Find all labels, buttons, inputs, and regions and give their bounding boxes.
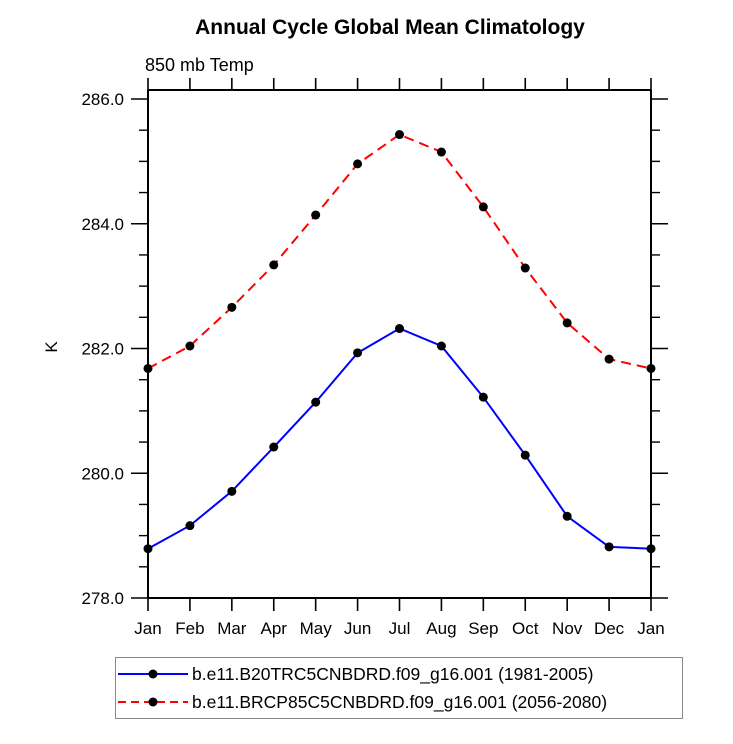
- legend-label-rcp85: b.e11.BRCP85C5CNBDRD.f09_g16.001 (2056-2…: [192, 691, 608, 712]
- x-tick-label: Feb: [175, 619, 204, 638]
- x-tick-label: Oct: [512, 619, 539, 638]
- data-point-marker: [562, 511, 572, 521]
- y-tick-label: 282.0: [81, 340, 124, 359]
- x-axis-tick-labels: Jan Feb Mar Apr May Jun Jul Aug Sep Oct Nov Dec Jan: [134, 619, 664, 638]
- legend-sample-dashed-line-icon: [118, 697, 188, 707]
- data-point-marker: [353, 159, 363, 169]
- data-point-marker: [353, 348, 363, 358]
- legend-row-historical: b.e11.B20TRC5CNBDRD.f09_g16.001 (1981-20…: [116, 661, 682, 687]
- chart-subtitle: 850 mb Temp: [145, 55, 254, 75]
- data-point-marker: [269, 442, 279, 452]
- data-point-marker: [269, 260, 279, 270]
- chart-title: Annual Cycle Global Mean Climatology: [195, 16, 585, 39]
- data-point-marker: [604, 354, 614, 364]
- data-point-marker: [185, 341, 195, 351]
- x-axis-ticks: [147, 78, 652, 611]
- data-point-marker: [227, 302, 237, 312]
- legend-row-rcp85: b.e11.BRCP85C5CNBDRD.f09_g16.001 (2056-2…: [116, 689, 682, 715]
- series-markers-0: [143, 324, 656, 554]
- data-point-marker: [646, 544, 656, 554]
- series-line-0: [147, 327, 652, 550]
- x-tick-label: Jul: [389, 619, 411, 638]
- data-point-marker: [562, 318, 572, 328]
- data-point-marker: [185, 521, 195, 531]
- x-tick-label: Nov: [552, 619, 583, 638]
- legend-marker-dot: [148, 697, 158, 707]
- y-tick-label: 280.0: [81, 464, 124, 483]
- data-point-marker: [478, 202, 488, 212]
- legend: b.e11.B20TRC5CNBDRD.f09_g16.001 (1981-20…: [115, 657, 683, 719]
- data-point-marker: [395, 324, 404, 334]
- legend-label-historical: b.e11.B20TRC5CNBDRD.f09_g16.001 (1981-20…: [192, 663, 594, 684]
- data-point-marker: [646, 363, 656, 373]
- data-point-marker: [604, 542, 614, 552]
- x-tick-label: Mar: [217, 619, 247, 638]
- x-tick-label: Aug: [426, 619, 456, 638]
- data-point-marker: [395, 130, 404, 140]
- y-axis-tick-labels: 278.0 280.0 282.0 284.0 286.0: [81, 90, 124, 608]
- data-point-marker: [143, 544, 153, 554]
- data-point-marker: [520, 263, 530, 273]
- y-tick-label: 286.0: [81, 90, 124, 109]
- series-line-1: [147, 133, 652, 370]
- legend-marker-dot: [148, 669, 158, 679]
- legend-sample-solid-line-icon: [118, 669, 188, 679]
- data-point-marker: [436, 341, 446, 351]
- y-tick-label: 284.0: [81, 215, 124, 234]
- x-tick-label: May: [300, 619, 333, 638]
- y-axis-ticks: [131, 98, 668, 599]
- data-point-marker: [143, 363, 153, 373]
- data-point-marker: [311, 210, 321, 220]
- x-tick-label: Jan: [134, 619, 161, 638]
- data-point-marker: [227, 486, 237, 496]
- x-tick-label: Jan: [637, 619, 664, 638]
- data-point-marker: [478, 392, 488, 402]
- series-markers-1: [143, 130, 656, 373]
- data-point-marker: [436, 147, 446, 157]
- data-point-marker: [311, 397, 321, 407]
- x-tick-label: Sep: [468, 619, 498, 638]
- y-tick-label: 278.0: [81, 589, 124, 608]
- x-tick-label: Jun: [344, 619, 371, 638]
- x-tick-label: Apr: [261, 619, 288, 638]
- y-axis-title: K: [42, 341, 61, 353]
- x-tick-label: Dec: [594, 619, 625, 638]
- data-point-marker: [520, 450, 530, 460]
